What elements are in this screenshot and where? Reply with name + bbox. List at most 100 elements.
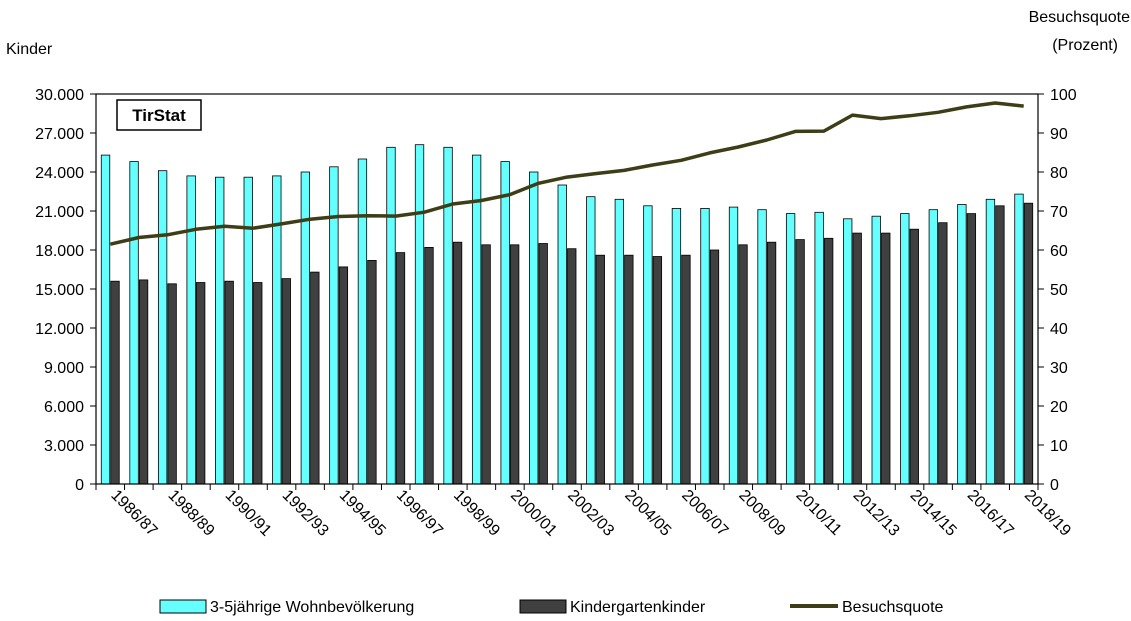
bar-population xyxy=(100,154,111,485)
bar-kindergarten xyxy=(424,246,434,485)
bar-kindergarten xyxy=(224,280,234,485)
left-tick-label: 21.000 xyxy=(35,204,84,221)
bar-kindergarten xyxy=(995,205,1005,485)
bar-kindergarten xyxy=(481,244,491,485)
bar-population xyxy=(243,176,253,485)
left-tick-label: 30.000 xyxy=(35,87,84,104)
bar-kindergarten xyxy=(966,213,977,485)
bar-population xyxy=(471,154,482,485)
left-tick-label: 18.000 xyxy=(35,243,84,260)
x-tick-label: 1990/91 xyxy=(222,487,275,540)
bar-kindergarten xyxy=(709,249,720,485)
bar-kindergarten xyxy=(738,244,748,485)
bar-population xyxy=(957,204,967,485)
x-tick-label: 1986/87 xyxy=(107,487,160,540)
bar-population xyxy=(843,218,853,485)
bar-kindergarten xyxy=(909,228,919,485)
bar-population xyxy=(785,213,796,485)
legend-swatch-kindergarten xyxy=(519,599,567,614)
bar-kindergarten xyxy=(167,283,177,485)
x-tick-label: 1988/89 xyxy=(165,487,218,540)
legend-label-kindergarten: Kindergartenkinder xyxy=(570,599,706,616)
bar-kindergarten xyxy=(253,282,263,485)
bar-population xyxy=(1014,193,1024,485)
legend-swatch-population xyxy=(159,599,207,614)
legend: 3-5jährige Wohnbevölkerung Kindergartenk… xyxy=(159,599,944,616)
bar-population xyxy=(329,166,339,485)
bar-population xyxy=(186,175,196,485)
legend-item-kindergarten: Kindergartenkinder xyxy=(519,599,706,616)
x-tick-label: 2012/13 xyxy=(850,487,903,540)
bar-kindergarten xyxy=(110,280,120,485)
left-tick-label: 3.000 xyxy=(44,438,84,455)
bar-population xyxy=(557,184,567,485)
bar-population xyxy=(586,196,596,485)
legend-item-quote: Besuchsquote xyxy=(790,599,944,616)
bar-population xyxy=(728,206,739,485)
bar-population xyxy=(928,209,938,485)
bar-population xyxy=(386,146,396,485)
bar-population xyxy=(215,176,225,485)
left-tick-label: 6.000 xyxy=(44,399,84,416)
left-tick-label: 15.000 xyxy=(35,282,84,299)
x-tick-label: 2004/05 xyxy=(621,487,674,540)
plot-frame xyxy=(95,93,1039,485)
bar-population xyxy=(643,205,653,485)
right-tick-label: 90 xyxy=(1050,126,1068,143)
bar-kindergarten xyxy=(338,266,349,485)
bar-population xyxy=(700,207,710,485)
bar-population xyxy=(414,144,425,485)
bar-kindergarten xyxy=(766,241,777,485)
bar-kindergarten xyxy=(310,271,320,485)
right-tick-label: 20 xyxy=(1050,399,1068,416)
bar-kindergarten xyxy=(824,237,834,485)
x-tick-label: 2016/17 xyxy=(964,487,1017,540)
left-tick-label: 12.000 xyxy=(35,321,84,338)
bar-population xyxy=(443,146,453,485)
plot-area xyxy=(100,101,1034,485)
bar-population xyxy=(900,213,910,485)
x-tick-label: 1992/93 xyxy=(279,487,332,540)
left-tick-label: 27.000 xyxy=(35,126,84,143)
bar-kindergarten xyxy=(538,243,548,485)
bar-kindergarten xyxy=(196,282,206,485)
legend-item-population: 3-5jährige Wohnbevölkerung xyxy=(159,599,414,616)
bar-kindergarten xyxy=(938,222,948,485)
bar-kindergarten xyxy=(510,244,520,485)
bar-population xyxy=(357,158,368,485)
x-tick-label: 1998/99 xyxy=(450,487,503,540)
right-tick-label: 10 xyxy=(1050,438,1068,455)
bar-population xyxy=(500,161,510,485)
bar-kindergarten xyxy=(881,232,891,485)
bar-population xyxy=(871,215,881,485)
bar-kindergarten xyxy=(624,254,634,485)
right-axis-title-line1: Besuchsquote xyxy=(1029,9,1131,26)
right-tick-label: 60 xyxy=(1050,243,1068,260)
bar-population xyxy=(529,171,539,485)
right-tick-label: 30 xyxy=(1050,360,1068,377)
right-tick-label: 50 xyxy=(1050,282,1068,299)
line-besuchsquote xyxy=(109,101,1024,246)
bar-kindergarten xyxy=(281,278,291,485)
x-tick-label: 2014/15 xyxy=(907,487,960,540)
bar-population xyxy=(671,207,682,485)
bar-kindergarten xyxy=(395,252,406,485)
x-tick-label: 1996/97 xyxy=(393,487,446,540)
bar-kindergarten xyxy=(1023,202,1034,485)
bar-kindergarten xyxy=(567,248,577,485)
bar-kindergarten xyxy=(138,279,149,485)
x-tick-label: 1994/95 xyxy=(336,487,389,540)
bar-population xyxy=(129,161,139,485)
bar-kindergarten xyxy=(795,239,805,485)
bar-kindergarten xyxy=(367,259,377,485)
right-tick-label: 40 xyxy=(1050,321,1068,338)
bar-kindergarten xyxy=(652,256,663,485)
legend-label-quote: Besuchsquote xyxy=(842,599,944,616)
left-tick-label: 9.000 xyxy=(44,360,84,377)
bar-population xyxy=(614,198,624,485)
right-tick-label: 100 xyxy=(1050,87,1077,104)
bar-population xyxy=(814,211,824,485)
x-tick-label: 2000/01 xyxy=(507,487,560,540)
left-axis-title: Kinder xyxy=(6,41,53,58)
